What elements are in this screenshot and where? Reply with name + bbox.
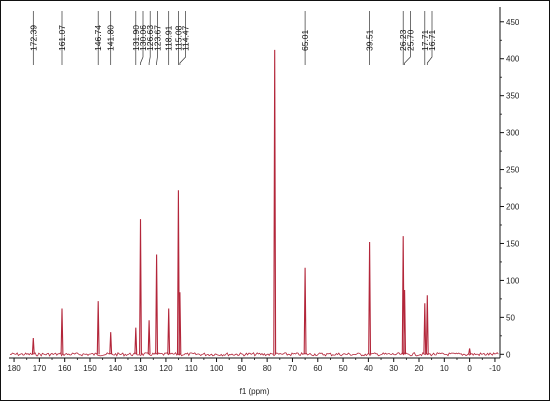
y-tick-label: 400	[506, 55, 520, 64]
spectrum-peak	[109, 332, 113, 355]
peak-label: 146.74	[93, 25, 103, 51]
peak-label: 25.70	[405, 29, 415, 51]
peak-label-connector	[140, 11, 144, 65]
y-tick-label: 100	[506, 276, 520, 285]
baseline-noise	[9, 351, 499, 357]
peak-label: 17.71	[420, 29, 430, 51]
x-tick-label: -10	[489, 364, 501, 373]
x-tick-label: 100	[210, 364, 224, 373]
x-axis: 180 170 160 150 140 130 120 110 100 90 80 70 60 50 40 3…	[7, 357, 501, 373]
spectrum-peak	[147, 320, 151, 355]
spectrum-peak	[134, 327, 138, 355]
spectrum-peak	[60, 308, 64, 355]
peak-label: 39.51	[365, 29, 375, 51]
peak-label: 131.90	[131, 25, 141, 51]
spectrum-peak	[167, 308, 171, 355]
peak-label: 115.08	[173, 25, 183, 51]
peak-label: 126.63	[145, 25, 155, 51]
x-axis-title: f1 (ppm)	[240, 387, 270, 396]
peak-label-connector	[156, 11, 158, 65]
x-tick-label: 0	[467, 364, 472, 373]
peak-label: 172.39	[28, 25, 38, 51]
peak-label: 65.01	[300, 29, 310, 51]
x-tick-label: 70	[288, 364, 297, 373]
y-tick-label: 150	[506, 239, 520, 248]
x-tick-label: 110	[185, 364, 198, 373]
x-tick-label: 50	[339, 364, 348, 373]
y-tick-label: 350	[506, 92, 520, 101]
y-tick-label: 250	[506, 166, 520, 175]
x-tick-label: 180	[7, 364, 21, 373]
peak-labels: 172.39 161.07 146.74 141.80 131.90130.06126.…	[28, 25, 437, 51]
spectrum-peak	[468, 348, 472, 355]
spectrum-peak	[423, 303, 427, 355]
y-tick-label: 50	[506, 313, 515, 322]
x-tick-label: 160	[58, 364, 72, 373]
peak-label: 123.67	[152, 25, 162, 51]
y-tick-label: 450	[506, 18, 520, 27]
spectrum-peak	[176, 190, 180, 355]
peak-label: 118.91	[164, 25, 174, 51]
peak-label-connector	[404, 11, 411, 65]
y-axis: 0 50 100 150 200 250 300 350 400 450	[499, 7, 520, 359]
x-tick-label: 30	[389, 364, 398, 373]
x-tick-label: 130	[134, 364, 148, 373]
peak-label: 141.80	[106, 25, 116, 51]
y-tick-label: 200	[506, 203, 520, 212]
x-tick-label: 60	[313, 364, 322, 373]
spectrum-peak	[31, 337, 35, 355]
spectrum-peaks	[31, 49, 472, 355]
peak-label-connector	[148, 11, 151, 65]
spectrum-baseline	[9, 351, 499, 357]
peak-label-connector	[426, 11, 433, 65]
x-tick-label: 120	[159, 364, 173, 373]
spectrum-peak	[155, 254, 159, 355]
spectrum-peak	[368, 241, 372, 355]
x-tick-label: 10	[440, 364, 449, 373]
peak-label: 26.23	[398, 29, 408, 51]
spectrum-peak	[96, 301, 100, 355]
peak-label: 16.71	[427, 29, 437, 51]
x-tick-label: 90	[237, 364, 246, 373]
peak-label-connectors	[32, 11, 433, 65]
peak-label: 161.07	[57, 25, 67, 51]
y-tick-label: 0	[506, 350, 511, 359]
peak-label-connector	[179, 11, 186, 65]
peak-label: 114.47	[181, 25, 191, 51]
spectrum-peak	[425, 295, 429, 355]
spectrum-peak	[178, 292, 182, 355]
peak-label: 130.06	[138, 25, 148, 51]
x-tick-label: 170	[33, 364, 47, 373]
spectrum-peak	[273, 49, 277, 355]
spectrum-peak	[139, 219, 142, 355]
x-tick-label: 80	[263, 364, 272, 373]
x-tick-label: 140	[109, 364, 123, 373]
y-tick-label: 300	[506, 129, 520, 138]
spectrum-peak	[303, 267, 307, 355]
x-tick-label: 20	[415, 364, 424, 373]
x-tick-label: 150	[83, 364, 97, 373]
spectrum-peak	[403, 289, 407, 355]
x-tick-label: 40	[364, 364, 373, 373]
